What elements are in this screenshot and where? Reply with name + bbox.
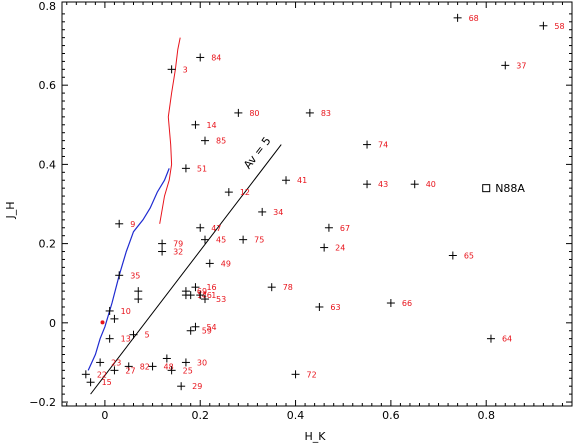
point-label: 64 (502, 335, 512, 344)
y-tick-label: 0.2 (39, 238, 57, 251)
reference-point-marker (482, 184, 491, 193)
point-label: 5 (144, 331, 149, 340)
y-tick-label: 0.4 (39, 158, 57, 171)
point-label: 41 (297, 176, 307, 185)
point-label: 15 (102, 378, 112, 387)
annotations: N88A (100, 182, 525, 325)
point-label: 75 (254, 236, 264, 245)
branch-curves (87, 37, 181, 371)
x-tick-label: 0 (101, 409, 108, 422)
point-label: 37 (516, 61, 526, 70)
x-tick-label: 0.2 (191, 409, 209, 422)
reddening-vector: Av = 5 (90, 135, 282, 395)
point-label: 48 (164, 362, 174, 371)
point-label: 54 (206, 323, 216, 332)
point-label: 82 (140, 362, 150, 371)
point-label: 49 (221, 259, 231, 268)
reference-point-label: N88A (495, 182, 525, 195)
point-label: 69 (197, 287, 207, 296)
x-tick-label: 0.4 (287, 409, 305, 422)
point-label: 29 (192, 382, 202, 391)
point-label: 72 (307, 370, 317, 379)
y-tick-label: 0.6 (39, 79, 57, 92)
ticks: 0 0.2 0.4 0.6 0.8 −0.2 0 0.2 0.4 0.6 0.8 (29, 0, 572, 422)
point-label: 12 (240, 188, 250, 197)
x-axis-label: H_K (305, 430, 327, 443)
y-tick-label: 0.8 (39, 0, 57, 13)
point-label: 3 (183, 65, 188, 74)
point-label: 53 (216, 295, 226, 304)
y-tick-label: 0 (49, 317, 56, 330)
point-label: 66 (402, 299, 412, 308)
y-tick-label: −0.2 (29, 396, 56, 409)
point-label: 9 (130, 220, 135, 229)
plot-frame (61, 1, 573, 407)
point-label: 34 (273, 208, 283, 217)
point-label: 85 (216, 137, 226, 146)
point-label: 32 (173, 248, 183, 257)
point-label: 46 (202, 291, 212, 300)
y-axis-label: J_H (4, 201, 17, 219)
point-label: 74 (378, 141, 388, 150)
point-label: 10 (121, 307, 131, 316)
point-label: 67 (340, 224, 350, 233)
point-label: 78 (283, 283, 293, 292)
point-label: 59 (202, 327, 212, 336)
point-label: 27 (125, 366, 135, 375)
giant-branch-curve (159, 37, 181, 224)
x-tick-label: 0.6 (382, 409, 400, 422)
point-label: 35 (130, 271, 140, 280)
point-label: 83 (321, 109, 331, 118)
point-label: 80 (249, 109, 259, 118)
point-label: 45 (216, 236, 226, 245)
point-label: 40 (426, 180, 436, 189)
dwarf-branch-curve (87, 168, 170, 371)
point-label: 13 (121, 335, 131, 344)
red-point-marker (100, 320, 105, 325)
reddening-vector-label: Av = 5 (241, 135, 274, 172)
point-label: 24 (335, 244, 345, 253)
point-label: 14 (206, 121, 216, 130)
point-label: 16 (206, 283, 216, 292)
point-label: 63 (330, 303, 340, 312)
point-label: 25 (183, 366, 193, 375)
point-label: 79 (173, 240, 183, 249)
point-label: 65 (464, 251, 474, 260)
point-label: 58 (554, 22, 564, 31)
point-label: 68 (469, 14, 479, 23)
point-label: 51 (197, 164, 207, 173)
x-tick-label: 0.8 (477, 409, 495, 422)
point-label: 23 (111, 358, 121, 367)
point-label: 47 (211, 224, 221, 233)
point-label: 30 (197, 358, 207, 367)
point-label: 84 (211, 53, 221, 62)
point-label: 43 (378, 180, 388, 189)
point-label: 1 (211, 291, 216, 300)
point-label: 22 (97, 370, 107, 379)
reddening-vector-line (90, 144, 282, 395)
